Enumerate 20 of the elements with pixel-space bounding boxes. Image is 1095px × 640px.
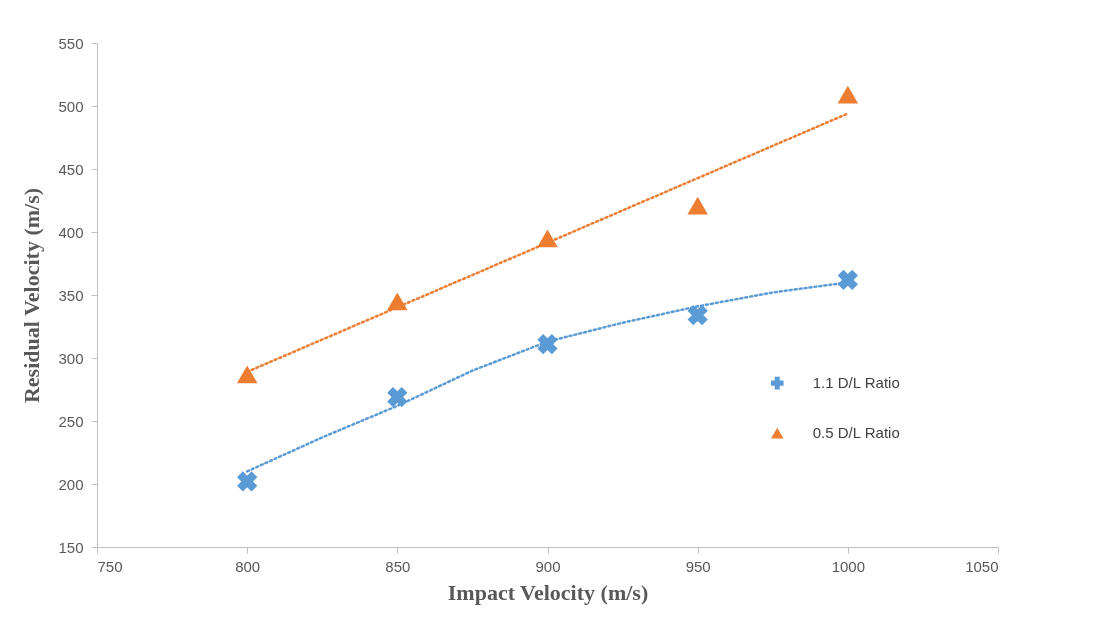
y-tick-label: 500 — [58, 97, 84, 115]
x-tick-label: 1050 — [965, 557, 999, 575]
y-axis-title: Residual Velocity (m/s) — [19, 187, 45, 404]
y-tick-label: 200 — [58, 475, 84, 493]
x-tick-label: 1000 — [831, 557, 866, 575]
x-tick-label: 800 — [235, 557, 261, 575]
x-tick-label: 850 — [385, 557, 411, 575]
y-tick-label: 450 — [58, 160, 84, 178]
x-tick-label: 900 — [535, 557, 561, 575]
y-tick-label: 150 — [58, 538, 84, 556]
x-tick-label: 950 — [685, 557, 711, 575]
legend-label: 0.5 D/L Ratio — [812, 424, 900, 442]
y-tick-label: 300 — [58, 349, 84, 367]
y-tick-label: 400 — [58, 223, 84, 241]
y-tick-label: 250 — [58, 412, 84, 430]
x-axis-title: Impact Velocity (m/s) — [447, 579, 649, 605]
y-tick-label: 350 — [58, 286, 84, 304]
x-tick-label: 750 — [97, 557, 123, 575]
y-tick-label: 550 — [58, 34, 84, 52]
legend-label: 1.1 D/L Ratio — [812, 374, 900, 392]
